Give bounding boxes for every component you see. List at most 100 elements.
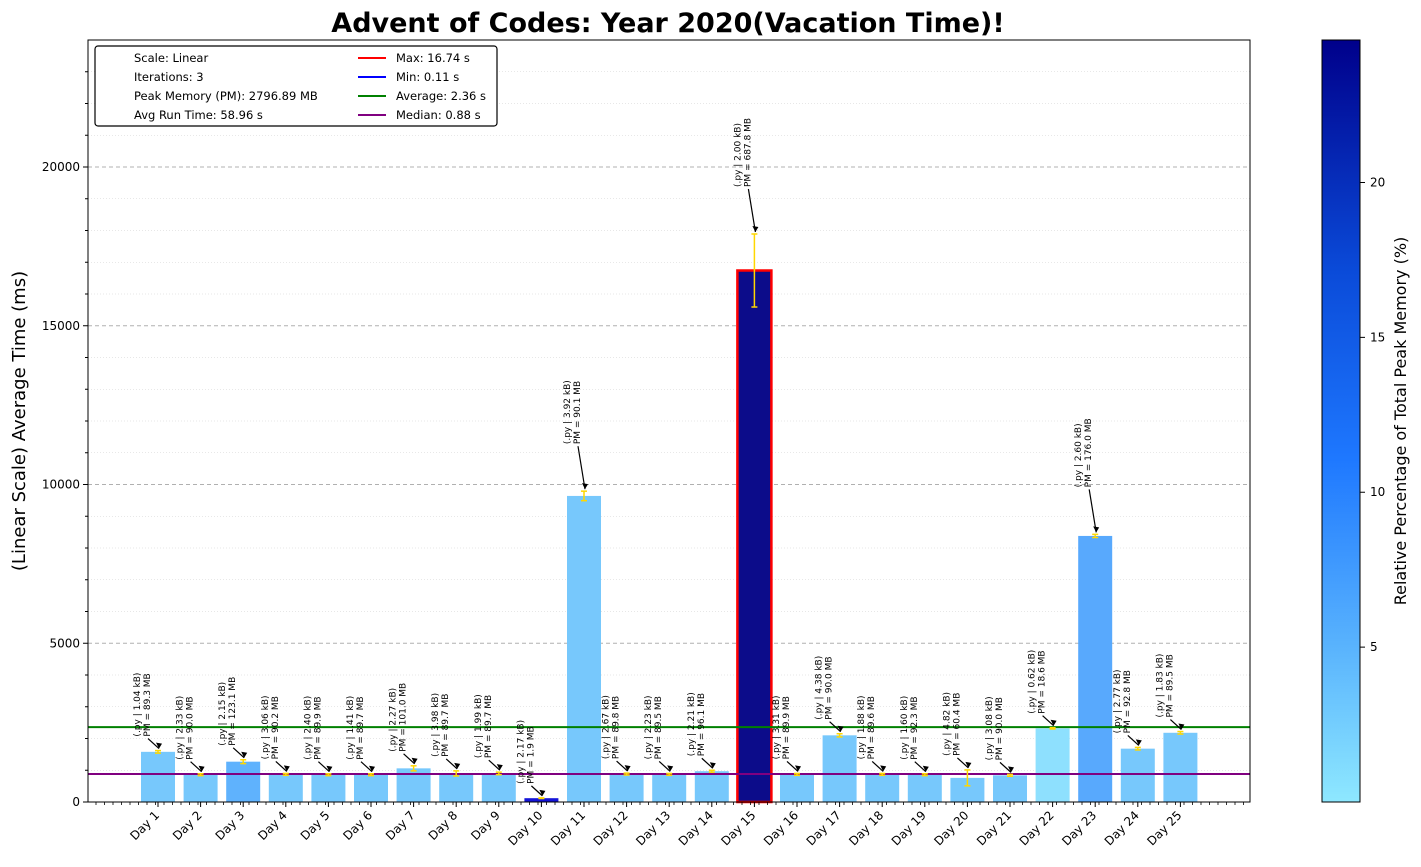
annotation-line-2: PM = 89.5 MB xyxy=(1165,654,1175,717)
x-tick-label: Day 2 xyxy=(170,808,205,843)
legend-label: Median: 0.88 s xyxy=(396,108,481,122)
annotation-arrowhead xyxy=(496,764,503,771)
annotation-label: (.py | 1.41 kB) PM = 89.7 MB xyxy=(346,696,366,760)
legend: Scale: Linear Iterations: 3 Peak Memory (P… xyxy=(94,45,498,127)
annotation-arrow xyxy=(1088,489,1097,533)
annotation-line-1: (.py | 2.40 kB) xyxy=(303,696,313,760)
annotation-line-1: (.py | 3.08 kB) xyxy=(985,696,995,760)
annotation-arrow xyxy=(701,757,714,769)
annotation-arrowhead xyxy=(198,765,205,772)
annotation-line-1: (.py | 3.98 kB) xyxy=(431,693,441,757)
annotation-arrow xyxy=(786,760,799,772)
bar-day-14 xyxy=(694,771,729,802)
annotation-line-1: (.py | 2.23 kB) xyxy=(644,695,654,759)
annotation-line-1: (.py | 2.67 kB) xyxy=(602,695,612,759)
annotation-label: (.py | 2.15 kB) PM = 123.1 MB xyxy=(218,677,238,746)
bar-day-3 xyxy=(226,761,261,802)
x-tick-label: Day 18 xyxy=(846,808,886,848)
y-axis-label: (Linear Scale) Average Time (ms) xyxy=(9,271,30,571)
annotation-arrow xyxy=(317,761,330,773)
annotation-label: (.py | 2.00 kB) PM = 687.8 MB xyxy=(733,118,753,187)
annotation-label: (.py | 4.82 kB) PM = 60.4 MB xyxy=(942,692,962,756)
legend-info: Iterations: 3 xyxy=(134,70,204,84)
annotation-arrowhead xyxy=(369,765,375,772)
annotation-arrowhead xyxy=(752,225,759,232)
colorbar-tick-label: 15 xyxy=(1370,330,1385,344)
annotation-label: (.py | 1.99 kB) PM = 89.7 MB xyxy=(474,694,494,758)
annotation-line-2: PM = 89.5 MB xyxy=(654,696,664,759)
x-tick-label: Day 10 xyxy=(505,808,545,848)
annotation-arrow xyxy=(232,747,245,759)
bar-day-8 xyxy=(439,773,474,802)
y-tick-label: 15000 xyxy=(42,319,80,333)
error-bars xyxy=(155,233,1184,800)
annotation-line-1: (.py | 2.21 kB) xyxy=(687,692,697,756)
annotation-line-2: PM = 89.7 MB xyxy=(356,696,366,759)
x-tick-label: Day 25 xyxy=(1144,808,1184,848)
annotation-arrowhead xyxy=(795,765,801,772)
x-tick-label: Day 21 xyxy=(974,808,1014,848)
annotation-arrow xyxy=(658,760,671,772)
grid xyxy=(88,71,1250,771)
annotation-arrow xyxy=(1127,734,1140,746)
annotation-arrowhead xyxy=(624,765,631,772)
annotation-line-2: PM = 92.3 MB xyxy=(910,696,920,759)
bar-day-23 xyxy=(1078,535,1113,802)
annotation-line-1: (.py | 1.41 kB) xyxy=(346,696,356,760)
annotation-line-2: PM = 89.9 MB xyxy=(782,696,792,759)
bar-day-13 xyxy=(652,774,687,802)
x-tick-label: Day 9 xyxy=(468,808,503,843)
annotation-label: (.py | 2.27 kB) PM = 101.0 MB xyxy=(389,683,409,752)
annotation-line-2: PM = 89.7 MB xyxy=(441,694,451,757)
x-tick-label: Day 14 xyxy=(676,808,716,848)
bar-day-19 xyxy=(907,774,942,802)
annotation-label: (.py | 2.33 kB) PM = 90.0 MB xyxy=(176,696,196,760)
annotation-line-2: PM = 90.0 MB xyxy=(825,656,835,719)
annotation-line-2: PM = 89.6 MB xyxy=(867,696,877,759)
bar-day-24 xyxy=(1120,748,1155,802)
annotation-arrow xyxy=(577,446,586,490)
annotation-arrow xyxy=(914,761,927,773)
x-tick-label: Day 5 xyxy=(298,808,333,843)
annotation-arrowhead xyxy=(1135,739,1142,746)
annotation-line-2: PM = 123.1 MB xyxy=(228,677,238,746)
annotation-arrowhead xyxy=(880,765,887,772)
bars xyxy=(141,269,1198,804)
annotation-label: (.py | 1.60 kB) PM = 92.3 MB xyxy=(900,696,920,760)
annotation-line-1: (.py | 0.62 kB) xyxy=(1028,650,1038,714)
x-tick-label: Day 4 xyxy=(255,808,290,843)
annotation-arrow xyxy=(403,753,416,765)
bar-day-5 xyxy=(311,774,346,802)
annotation-arrowhead xyxy=(539,789,546,796)
bar-day-1 xyxy=(141,751,175,802)
annotation-label: (.py | 3.08 kB) PM = 90.0 MB xyxy=(985,696,1005,760)
annotation-arrowhead xyxy=(1178,723,1185,730)
annotation-label: (.py | 3.06 kB) PM = 90.2 MB xyxy=(261,695,281,759)
colorbar xyxy=(1321,39,1361,803)
annotation-arrowhead xyxy=(241,751,248,758)
y-tick-label: 10000 xyxy=(42,478,80,492)
annotation-line-1: (.py | 3.06 kB) xyxy=(261,695,271,759)
x-tick-label: Day 20 xyxy=(931,808,971,848)
bar-day-18 xyxy=(865,774,900,802)
annotation-line-2: PM = 90.1 MB xyxy=(573,381,583,444)
colorbar-tick-label: 20 xyxy=(1370,175,1385,189)
legend-info: Peak Memory (PM): 2796.89 MB xyxy=(134,89,318,103)
x-tick-label: Day 23 xyxy=(1059,808,1099,848)
colorbar-axis: 5 10 15 20 xyxy=(1360,175,1385,654)
annotation-label: (.py | 2.17 kB) PM = 1.9 MB xyxy=(516,720,536,784)
y-axis: 0 5000 10000 15000 20000 xyxy=(42,71,88,809)
bar-day-2 xyxy=(183,774,218,802)
annotation-arrowhead xyxy=(454,762,461,769)
annotation-line-2: PM = 687.8 MB xyxy=(743,118,753,187)
colorbar-tick-label: 5 xyxy=(1370,640,1378,654)
annotation-line-2: PM = 101.0 MB xyxy=(399,683,409,752)
annotation-line-1: (.py | 1.83 kB) xyxy=(1155,654,1165,718)
annotation-arrowhead xyxy=(667,765,674,772)
bar-day-15 xyxy=(736,269,773,804)
bar-day-16 xyxy=(780,774,814,802)
annotation-line-1: (.py | 2.15 kB) xyxy=(218,682,228,746)
annotation-label: (.py | 0.62 kB) PM = 18.6 MB xyxy=(1028,650,1048,714)
annotation-line-2: PM = 89.3 MB xyxy=(143,673,153,736)
annotation-line-1: (.py | 2.00 kB) xyxy=(733,123,743,187)
